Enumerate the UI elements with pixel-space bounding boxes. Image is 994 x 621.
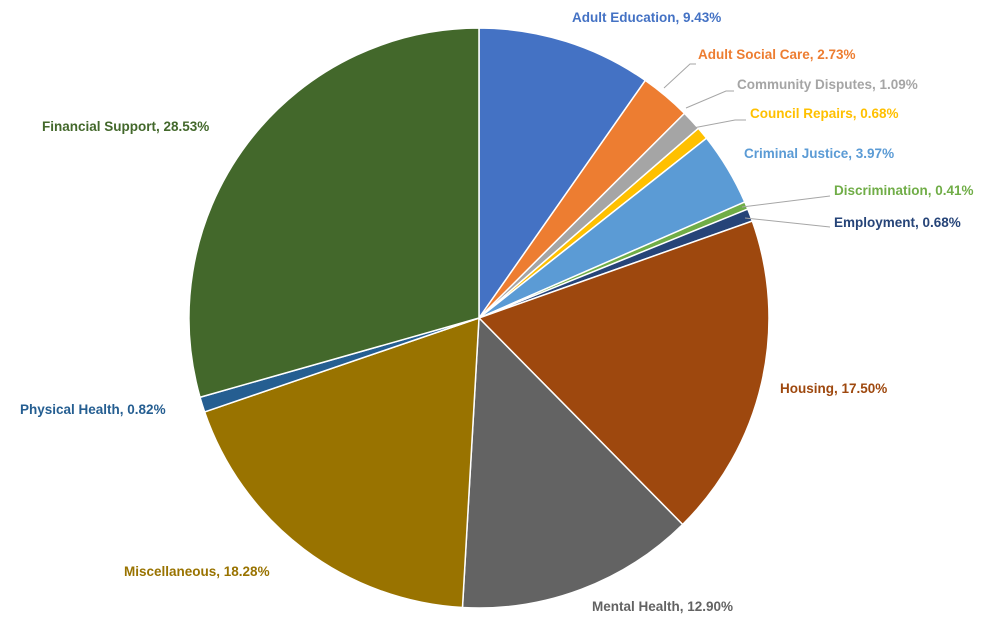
slice-label-criminal-justice: Criminal Justice, 3.97% bbox=[744, 146, 894, 161]
slice-label-adult-education: Adult Education, 9.43% bbox=[572, 10, 721, 25]
leader-line-community-disputes bbox=[685, 90, 734, 109]
slice-label-council-repairs: Council Repairs, 0.68% bbox=[750, 106, 899, 121]
pie-slice-financial-support bbox=[188, 27, 480, 399]
slice-label-mental-health: Mental Health, 12.90% bbox=[592, 599, 733, 614]
slice-label-miscellaneous: Miscellaneous, 18.28% bbox=[124, 564, 270, 579]
pie-slice-housing bbox=[477, 220, 770, 526]
slice-label-adult-social-care: Adult Social Care, 2.73% bbox=[698, 47, 856, 62]
slice-label-housing: Housing, 17.50% bbox=[780, 381, 887, 396]
slice-labels: Adult Education, 9.43% Adult Social Care,… bbox=[20, 10, 974, 614]
pie-slices bbox=[188, 27, 770, 609]
pie-slice-miscellaneous bbox=[203, 316, 480, 609]
leader-line-adult-social-care bbox=[663, 63, 696, 89]
slice-label-physical-health: Physical Health, 0.82% bbox=[20, 402, 166, 417]
leader-line-employment bbox=[744, 217, 831, 228]
pie-slice-adult-education bbox=[478, 27, 647, 321]
slice-label-community-disputes: Community Disputes, 1.09% bbox=[737, 77, 918, 92]
slice-label-employment: Employment, 0.68% bbox=[834, 215, 961, 230]
slice-label-discrimination: Discrimination, 0.41% bbox=[834, 183, 974, 198]
pie-slice-mental-health bbox=[461, 316, 684, 609]
slice-label-financial-support: Financial Support, 28.53% bbox=[42, 119, 209, 134]
leader-lines bbox=[663, 63, 831, 228]
leader-line-discrimination bbox=[741, 195, 831, 208]
leader-line-council-repairs bbox=[692, 119, 746, 129]
